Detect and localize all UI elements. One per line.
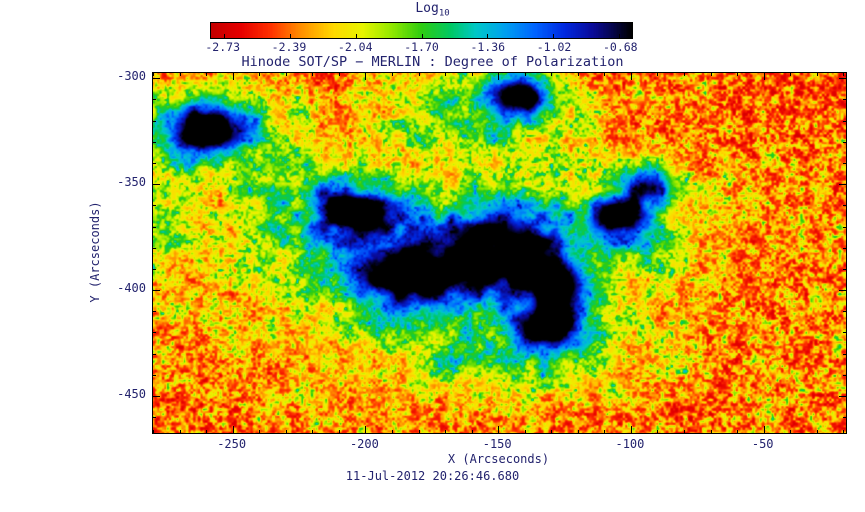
x-tick-label: -50	[751, 437, 774, 451]
x-tick-labels: -250 -200 -150 -100 -50	[152, 437, 845, 452]
colorbar-tick-label: -1.02	[536, 40, 572, 54]
x-tick-label: -250	[217, 437, 247, 451]
colorbar-tick	[355, 34, 357, 38]
colorbar-tick-label: -2.04	[337, 40, 373, 54]
colorbar-tick-label: -1.70	[404, 40, 439, 54]
colorbar-tick-labels: -2.73 -2.39 -2.04 -1.70 -1.36 -1.02 -0.68	[205, 40, 637, 54]
colorbar-title-main: Log	[415, 1, 439, 16]
y-tick-label: -300	[117, 69, 146, 84]
colorbar-tick-label: -0.68	[602, 40, 638, 54]
y-axis-label: Y (Arcseconds)	[88, 201, 102, 303]
x-axis-label: X (Arcseconds)	[447, 452, 550, 466]
x-tick-label: -200	[349, 437, 379, 451]
y-tick-labels: -300 -350 -400 -450	[100, 69, 146, 432]
x-tick-label: -100	[615, 437, 645, 451]
y-tick-label: -450	[117, 386, 146, 401]
heatmap-canvas	[153, 73, 846, 433]
colorbar-tick	[421, 34, 423, 38]
x-tick-label: -150	[482, 437, 512, 451]
colorbar-tick	[289, 34, 291, 38]
colorbar-tick-label: -2.73	[205, 40, 240, 54]
colorbar-tick	[619, 34, 621, 38]
plot-area	[152, 72, 847, 434]
colorbar-tick	[553, 34, 555, 38]
colorbar-tick-label: -1.36	[470, 40, 506, 54]
colorbar-tick-label: -2.39	[271, 40, 307, 54]
y-tick-label: -400	[117, 281, 146, 296]
plot-title: Hinode SOT/SP − MERLIN : Degree of Polar…	[241, 54, 624, 70]
colorbar-tick	[223, 34, 225, 38]
colorbar-title: Log10	[0, 1, 865, 19]
colorbar-gradient	[211, 23, 632, 38]
colorbar-tick	[487, 34, 489, 38]
colorbar	[210, 22, 633, 39]
colorbar-title-sub: 10	[438, 8, 450, 19]
y-tick-label: -350	[117, 175, 146, 190]
timestamp: 11-Jul-2012 20:26:46.680	[345, 469, 520, 483]
